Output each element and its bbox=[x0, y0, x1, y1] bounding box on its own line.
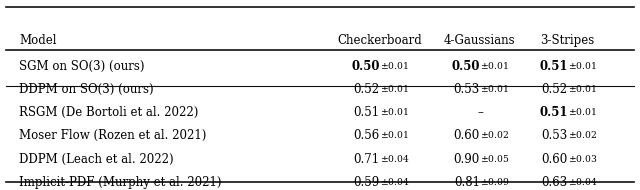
Text: $\pm$0.01: $\pm$0.01 bbox=[480, 83, 509, 94]
Text: RSGM (De Bortoli et al. 2022): RSGM (De Bortoli et al. 2022) bbox=[19, 106, 198, 119]
Text: $\pm$0.01: $\pm$0.01 bbox=[568, 106, 596, 117]
Text: Model: Model bbox=[19, 34, 56, 47]
Text: 0.90: 0.90 bbox=[454, 153, 480, 166]
Text: 0.50: 0.50 bbox=[351, 60, 380, 73]
Text: $\pm$0.04: $\pm$0.04 bbox=[380, 153, 409, 164]
Text: DDPM (Leach et al. 2022): DDPM (Leach et al. 2022) bbox=[19, 153, 173, 166]
Text: $\pm$0.01: $\pm$0.01 bbox=[380, 83, 408, 94]
Text: $\pm$0.01: $\pm$0.01 bbox=[380, 60, 408, 71]
Text: Moser Flow (Rozen et al. 2021): Moser Flow (Rozen et al. 2021) bbox=[19, 129, 206, 142]
Text: $\pm$0.03: $\pm$0.03 bbox=[568, 153, 597, 164]
Text: $\pm$0.04: $\pm$0.04 bbox=[568, 176, 597, 187]
Text: 0.63: 0.63 bbox=[541, 176, 568, 189]
Text: 0.52: 0.52 bbox=[541, 83, 568, 96]
Text: Implicit-PDF (Murphy et al. 2021): Implicit-PDF (Murphy et al. 2021) bbox=[19, 176, 221, 189]
Text: 0.53: 0.53 bbox=[454, 83, 480, 96]
Text: $\pm$0.01: $\pm$0.01 bbox=[380, 129, 408, 140]
Text: $\pm$0.05: $\pm$0.05 bbox=[480, 153, 509, 164]
Text: $\pm$0.09: $\pm$0.09 bbox=[480, 176, 509, 187]
Text: Checkerboard: Checkerboard bbox=[337, 34, 422, 47]
Text: 0.56: 0.56 bbox=[353, 129, 380, 142]
Text: 0.53: 0.53 bbox=[541, 129, 568, 142]
Text: 0.52: 0.52 bbox=[353, 83, 380, 96]
Text: $\pm$0.01: $\pm$0.01 bbox=[568, 83, 596, 94]
Text: 0.50: 0.50 bbox=[451, 60, 480, 73]
Text: 0.51: 0.51 bbox=[540, 60, 568, 73]
Text: $\pm$0.01: $\pm$0.01 bbox=[380, 106, 408, 117]
Text: SGM on SO(3) (ours): SGM on SO(3) (ours) bbox=[19, 60, 145, 73]
Text: $\pm$0.04: $\pm$0.04 bbox=[380, 176, 409, 187]
Text: $\pm$0.01: $\pm$0.01 bbox=[480, 60, 509, 71]
Text: 0.51: 0.51 bbox=[353, 106, 380, 119]
Text: 0.81: 0.81 bbox=[454, 176, 480, 189]
Text: –: – bbox=[477, 106, 483, 119]
Text: $\pm$0.02: $\pm$0.02 bbox=[480, 129, 509, 140]
Text: 0.51: 0.51 bbox=[540, 106, 568, 119]
Text: 3-Stripes: 3-Stripes bbox=[541, 34, 595, 47]
Text: 0.59: 0.59 bbox=[353, 176, 380, 189]
Text: DDPM on SO(3) (ours): DDPM on SO(3) (ours) bbox=[19, 83, 154, 96]
Text: 0.60: 0.60 bbox=[454, 129, 480, 142]
Text: $\pm$0.01: $\pm$0.01 bbox=[568, 60, 596, 71]
Text: 4-Gaussians: 4-Gaussians bbox=[444, 34, 516, 47]
Text: 0.60: 0.60 bbox=[541, 153, 568, 166]
Text: 0.71: 0.71 bbox=[353, 153, 380, 166]
Text: $\pm$0.02: $\pm$0.02 bbox=[568, 129, 597, 140]
